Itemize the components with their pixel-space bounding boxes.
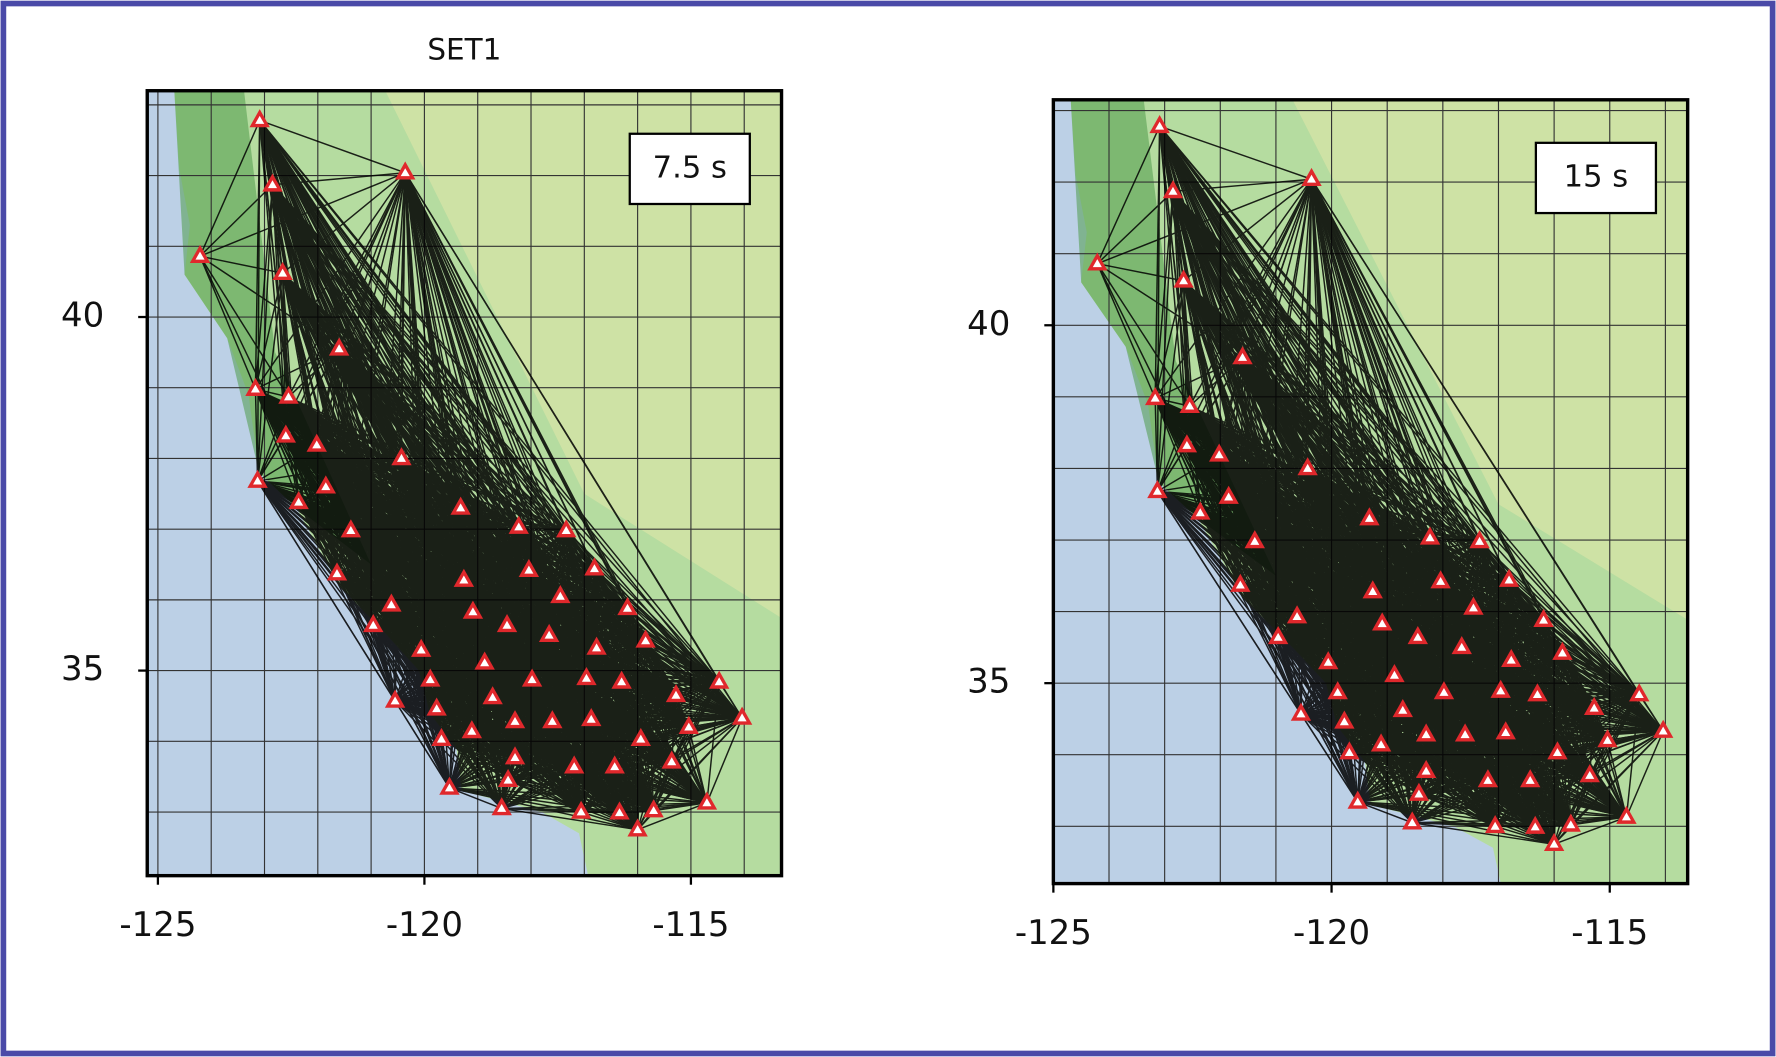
- figure: -125 -120 -115 35 40 7.5 s SET1 -125 -120 -115 35 4…: [0, 0, 1776, 1057]
- x-tick-label: -115: [652, 905, 729, 945]
- x-tick-label: -125: [1015, 913, 1092, 953]
- x-tick-label: -125: [119, 905, 196, 945]
- x-tick-label: -120: [1293, 913, 1370, 953]
- x-tick-label: -115: [1571, 913, 1648, 953]
- y-tick-label: 40: [61, 296, 104, 336]
- x-tick-label: -120: [386, 905, 463, 945]
- y-tick-label: 40: [967, 304, 1010, 344]
- y-tick-label: 35: [967, 662, 1010, 702]
- panel-title: SET1: [427, 33, 501, 67]
- y-tick-label: 35: [61, 649, 104, 689]
- annotation: 15 s: [1564, 159, 1629, 194]
- map-panel: -125 -120 -115 35 40 7.5 s SET1: [61, 33, 798, 946]
- annotation: 7.5 s: [653, 150, 727, 185]
- map-panel: -125 -120 -115 35 40 15 s: [967, 89, 1721, 953]
